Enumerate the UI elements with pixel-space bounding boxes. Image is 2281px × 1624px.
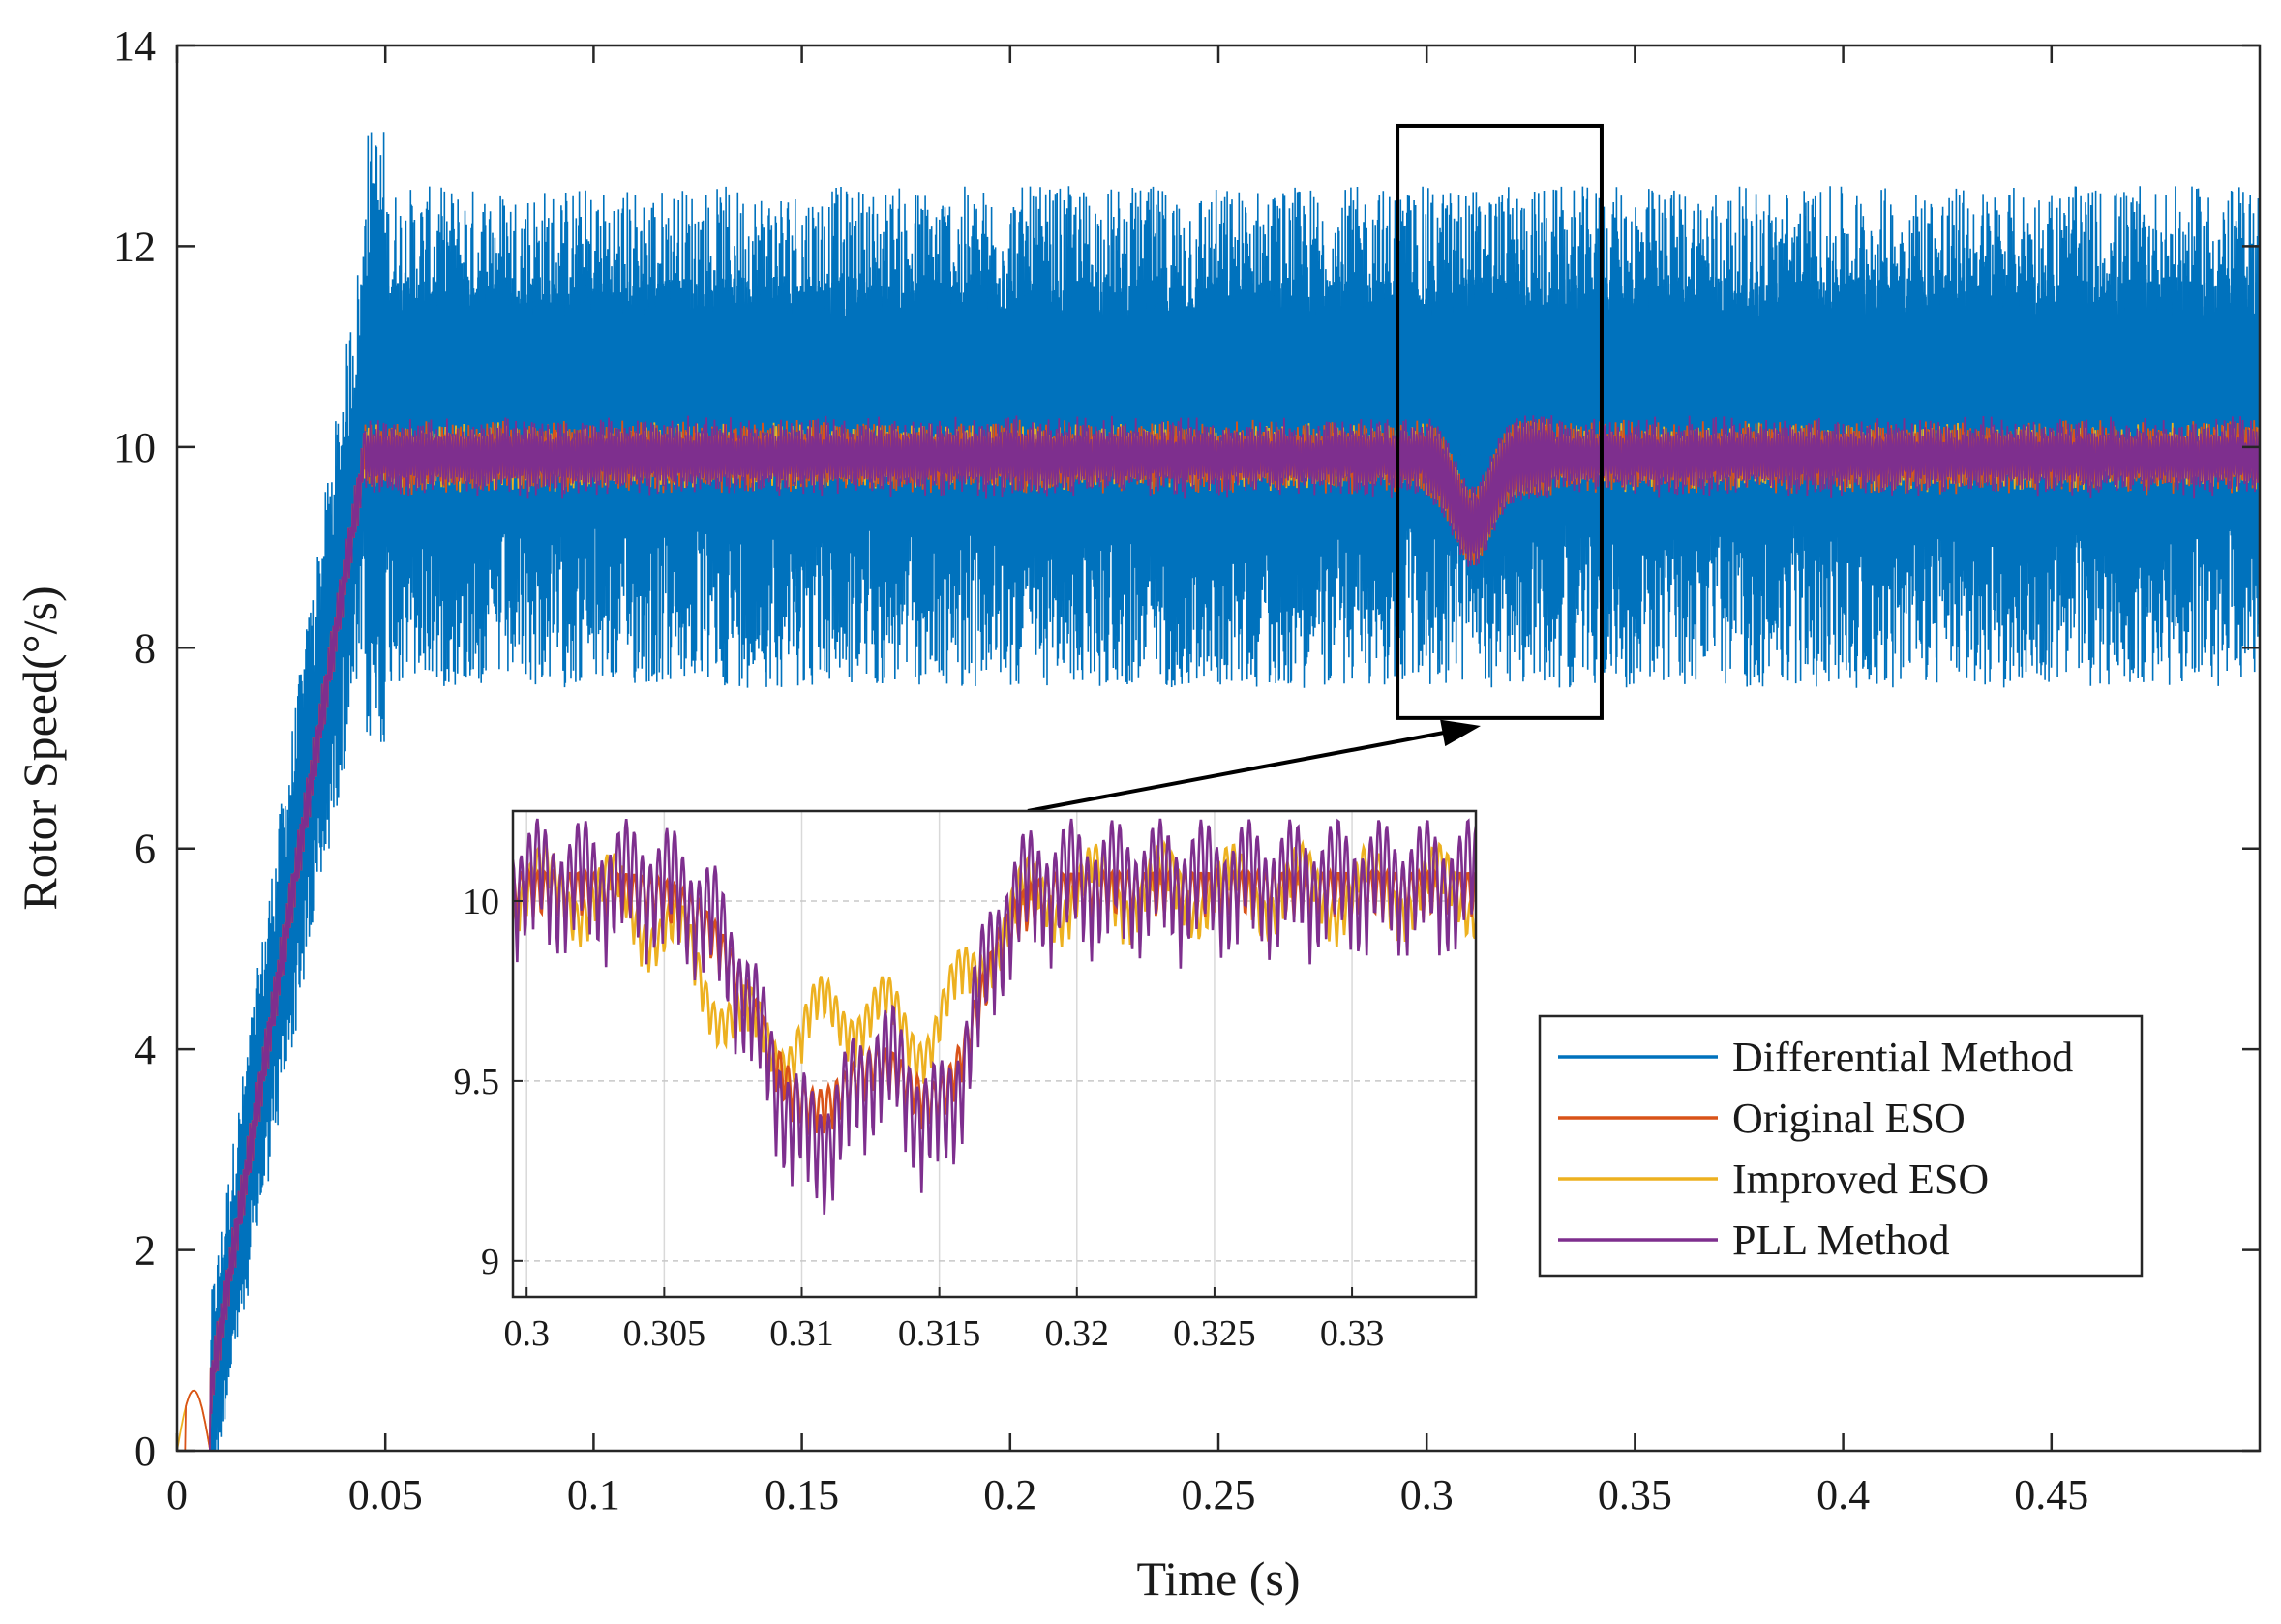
- x-tick-label: 0.15: [765, 1471, 839, 1519]
- legend-label-original-eso: Original ESO: [1732, 1095, 1966, 1142]
- y-tick-label: 10: [113, 424, 156, 471]
- inset-x-tick-label: 0.31: [769, 1313, 834, 1354]
- y-tick-label: 8: [135, 624, 156, 672]
- y-axis-title: Rotor Speed(°/s): [13, 586, 67, 910]
- x-tick-label: 0.25: [1182, 1471, 1256, 1519]
- inset-axis-ticks: 0.3 0.305 0.31 0.315 0.32 0.325 0.33 9 9.5 10: [454, 882, 1385, 1354]
- zoom-inset: 0.3 0.305 0.31 0.315 0.32 0.325 0.33 9 9.5 10: [454, 809, 1478, 1354]
- x-tick-label: 0.45: [2014, 1471, 2088, 1519]
- zoom-arrowhead: [1440, 719, 1481, 747]
- x-axis-title: Time (s): [1136, 1551, 1300, 1606]
- x-tick-label: 0.2: [983, 1471, 1036, 1519]
- main-axis-ticks: 0 0.05 0.1 0.15 0.2 0.25 0.3 0.35 0.4 0.45 0 2 4 6 8 10…: [113, 22, 2260, 1519]
- y-tick-label: 2: [135, 1227, 156, 1275]
- inset-y-tick-label: 9: [481, 1242, 499, 1282]
- legend-label-improved-eso: Improved ESO: [1732, 1156, 1989, 1203]
- x-tick-label: 0.3: [1400, 1471, 1454, 1519]
- inset-series-pll-method: [513, 818, 1476, 1215]
- x-tick-label: 0.35: [1598, 1471, 1672, 1519]
- inset-x-tick-label: 0.33: [1320, 1313, 1385, 1354]
- y-tick-label: 14: [113, 22, 156, 70]
- legend-label-differential: Differential Method: [1732, 1034, 2073, 1081]
- x-tick-label: 0.05: [348, 1471, 423, 1519]
- inset-frame: [511, 809, 1478, 1299]
- x-tick-label: 0: [166, 1471, 188, 1519]
- legend-label-pll: PLL Method: [1732, 1217, 1949, 1264]
- x-tick-label: 0.4: [1816, 1471, 1870, 1519]
- y-tick-label: 12: [113, 223, 156, 270]
- x-tick-label: 0.1: [567, 1471, 620, 1519]
- inset-plot-series: [513, 818, 1476, 1215]
- legend-box: [1538, 1014, 2144, 1278]
- zoom-connector-line: [1027, 728, 1460, 813]
- y-tick-label: 6: [135, 826, 156, 873]
- inset-y-tick-label: 9.5: [454, 1062, 500, 1102]
- inset-x-tick-label: 0.32: [1045, 1313, 1110, 1354]
- y-tick-label: 0: [135, 1428, 156, 1475]
- main-plot-series: [177, 132, 2260, 1451]
- inset-x-tick-label: 0.305: [623, 1313, 706, 1354]
- inset-y-tick-label: 10: [463, 882, 499, 922]
- zoom-highlight-box: [1396, 123, 1604, 720]
- y-tick-label: 4: [135, 1026, 156, 1073]
- series-differential-core: [363, 276, 2260, 478]
- inset-x-tick-label: 0.315: [898, 1313, 981, 1354]
- inset-x-tick-label: 0.325: [1173, 1313, 1256, 1354]
- legend: Differential Method Original ESO Improve…: [1538, 1014, 2144, 1278]
- inset-grid: [513, 811, 1476, 1297]
- inset-x-tick-label: 0.3: [503, 1313, 550, 1354]
- series-pll-method: [177, 415, 2260, 1451]
